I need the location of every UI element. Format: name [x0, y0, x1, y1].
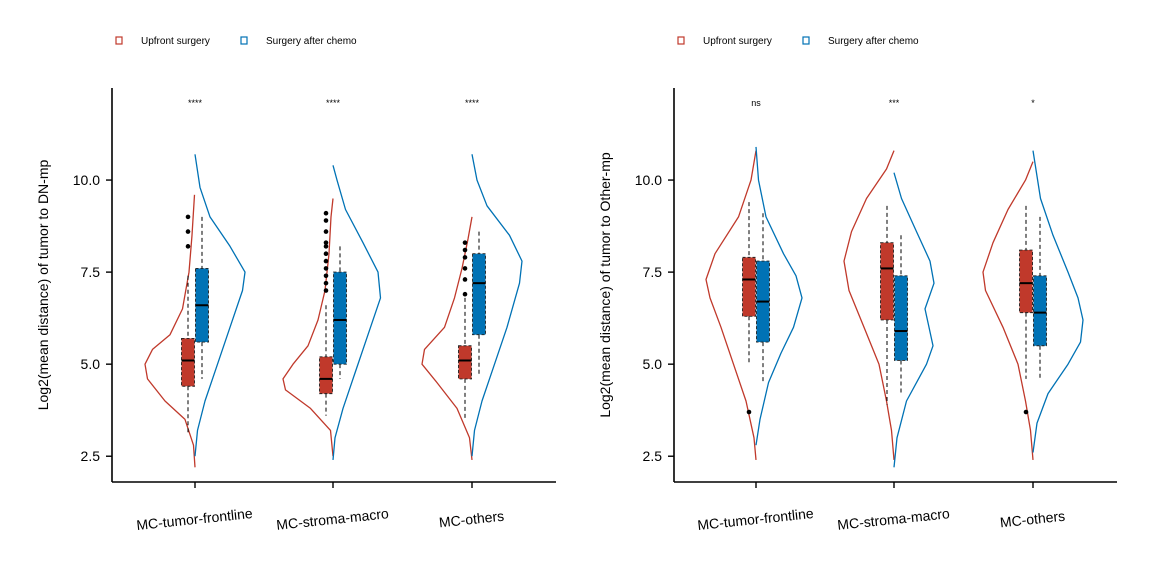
violin-upfront [282, 198, 334, 457]
y-tick-label: 7.5 [643, 264, 663, 280]
box [1019, 249, 1033, 314]
legend: Upfront surgery Surgery after chemo [677, 36, 919, 47]
violin-chemo [332, 165, 382, 460]
legend-label: Surgery after chemo [266, 36, 357, 47]
significance-label: * [1031, 98, 1035, 108]
outlier-point [462, 240, 468, 245]
box [894, 275, 908, 361]
legend: Upfront surgery Surgery after chemo [115, 36, 357, 47]
outlier-point [323, 240, 329, 245]
outlier-point [185, 214, 191, 220]
outlier-point [323, 251, 329, 257]
y-axis-label: Log2(mean distance) of tumor to Other-mp [597, 152, 613, 418]
y-tick-label: 5.0 [81, 356, 101, 372]
x-tick-label: MC-tumor-frontline [697, 505, 815, 533]
y-tick-label: 7.5 [81, 264, 101, 280]
outlier-point [323, 229, 329, 234]
legend-key [240, 36, 248, 45]
legend-label: Upfront surgery [703, 36, 772, 47]
y-tick-label: 10.0 [73, 172, 100, 188]
box [319, 356, 333, 395]
legend-item: Upfront surgery [115, 36, 210, 47]
outlier-point [462, 277, 468, 282]
outlier-point [323, 258, 329, 264]
violin-chemo [755, 146, 803, 446]
box [1033, 275, 1047, 347]
x-tick-label: MC-tumor-frontline [136, 505, 254, 533]
x-tick-label: MC-others [438, 508, 505, 531]
box [742, 256, 756, 317]
legend-item: Upfront surgery [677, 36, 772, 47]
violin-chemo [194, 154, 246, 457]
violin-chemo [1032, 150, 1084, 453]
violin-chemo [471, 154, 523, 457]
y-tick-label: 2.5 [643, 448, 663, 464]
outlier-point [323, 280, 329, 286]
outlier-point [323, 210, 329, 216]
outlier-point [462, 255, 468, 260]
outlier-point [323, 244, 329, 249]
legend-item: Surgery after chemo [802, 36, 919, 47]
outlier-point [1023, 409, 1029, 415]
outlier-point [462, 291, 468, 297]
outlier-point [462, 247, 468, 253]
outlier-point [323, 288, 329, 293]
y-tick-label: 2.5 [81, 448, 101, 464]
x-tick-label: MC-stroma-macro [276, 505, 390, 533]
outlier-point [323, 266, 329, 271]
significance-label: **** [465, 98, 480, 108]
outlier-point [746, 409, 752, 415]
outlier-point [185, 244, 191, 249]
x-tick-label: MC-stroma-macro [837, 505, 951, 533]
legend-item: Surgery after chemo [240, 36, 357, 47]
violin-upfront [421, 216, 473, 460]
legend-label: Surgery after chemo [828, 36, 919, 47]
significance-label: ns [751, 98, 761, 108]
box [880, 242, 894, 321]
legend-key [677, 36, 685, 45]
legend-key [115, 36, 123, 45]
violin-chemo [893, 172, 935, 468]
y-tick-label: 5.0 [643, 356, 663, 372]
significance-label: *** [889, 98, 900, 108]
x-tick-label: MC-others [999, 508, 1066, 531]
violin-upfront [144, 194, 196, 468]
y-axis-label: Log2(mean distance) of tumor to DN-mp [35, 160, 51, 411]
outlier-point [462, 266, 468, 271]
significance-label: **** [188, 98, 203, 108]
outlier-point [185, 229, 191, 234]
box [472, 253, 486, 336]
significance-label: **** [326, 98, 341, 108]
chart-panel-1: Upfront surgery Surgery after chemo 2.5 5.0… [35, 36, 556, 533]
violin-upfront [843, 150, 895, 460]
legend-label: Upfront surgery [141, 36, 210, 47]
outlier-point [323, 218, 329, 223]
box [181, 337, 195, 387]
legend-key [802, 36, 810, 45]
y-tick-label: 10.0 [635, 172, 662, 188]
box [333, 271, 347, 365]
chart-panel-2: Upfront surgery Surgery after chemo 2.5 5.0… [597, 36, 1117, 533]
outlier-point [323, 273, 329, 279]
box [458, 345, 472, 380]
